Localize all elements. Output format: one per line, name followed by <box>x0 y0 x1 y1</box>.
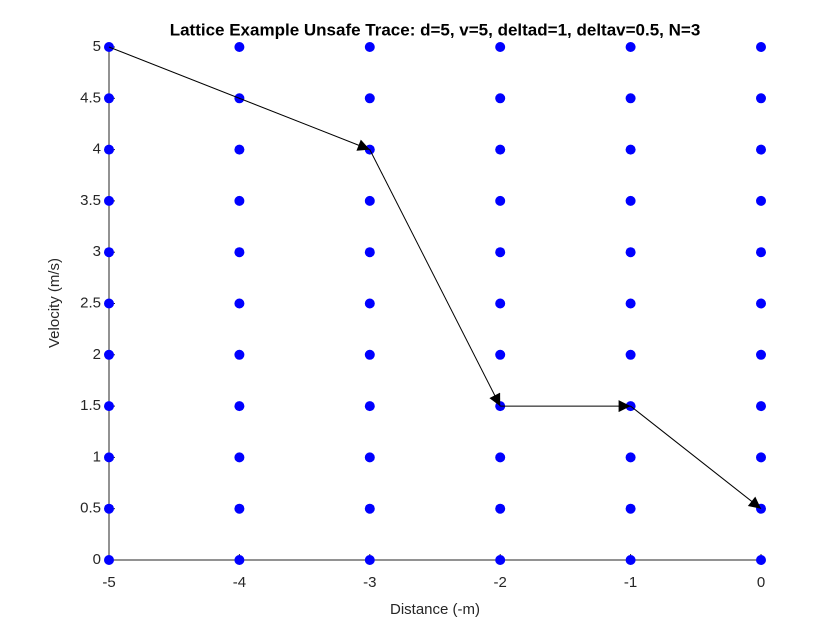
lattice-point <box>495 247 506 258</box>
y-tick-label: 0.5 <box>80 500 101 517</box>
y-tick-label: 4.5 <box>80 89 101 106</box>
lattice-point <box>104 195 114 206</box>
lattice-point <box>756 452 766 463</box>
lattice-point <box>234 555 245 565</box>
x-tick-label: -2 <box>494 574 507 591</box>
lattice-point <box>756 42 766 52</box>
lattice-point <box>104 452 114 463</box>
lattice-point <box>756 247 766 258</box>
lattice-point <box>364 93 375 104</box>
lattice-point <box>625 144 636 155</box>
lattice-point <box>495 42 506 52</box>
lattice-point <box>625 452 636 463</box>
x-tick-label: -3 <box>363 574 376 591</box>
lattice-point <box>364 195 375 206</box>
lattice-point <box>364 503 375 514</box>
lattice-point <box>364 247 375 258</box>
lattice-point <box>234 144 245 155</box>
y-tick-label: 2.5 <box>80 294 101 311</box>
lattice-point <box>234 503 245 514</box>
lattice-point <box>495 349 506 360</box>
x-tick-label: -1 <box>624 574 637 591</box>
lattice-point <box>756 195 766 206</box>
lattice-point <box>234 247 245 258</box>
lattice-point <box>364 452 375 463</box>
lattice-point <box>756 93 766 104</box>
lattice-point <box>495 503 506 514</box>
lattice-point <box>234 195 245 206</box>
x-axis-label: Distance (-m) <box>390 601 480 618</box>
lattice-point <box>234 42 245 52</box>
x-tick-label: -5 <box>102 574 115 591</box>
lattice-point <box>234 298 245 309</box>
y-tick-label: 5 <box>93 38 101 55</box>
lattice-point <box>756 349 766 360</box>
lattice-point <box>364 42 375 52</box>
lattice-point <box>104 93 114 104</box>
y-tick-label: 1 <box>93 448 101 465</box>
chart-title: Lattice Example Unsafe Trace: d=5, v=5, … <box>170 20 701 39</box>
lattice-point <box>104 555 114 565</box>
lattice-point <box>104 247 114 258</box>
lattice-point <box>364 555 375 565</box>
lattice-point <box>234 452 245 463</box>
lattice-point <box>495 144 506 155</box>
lattice-point <box>495 298 506 309</box>
lattice-point <box>104 144 114 155</box>
y-tick-label: 3.5 <box>80 192 101 209</box>
lattice-point <box>625 247 636 258</box>
lattice-point <box>625 503 636 514</box>
lattice-point <box>104 401 114 412</box>
lattice-point <box>756 401 766 412</box>
y-axis-label: Velocity (m/s) <box>46 258 63 348</box>
trace-arrow <box>630 405 762 510</box>
y-tick-label: 3 <box>93 243 101 260</box>
x-tick-label: 0 <box>757 574 765 591</box>
lattice-point <box>104 349 114 360</box>
lattice-point <box>625 555 636 565</box>
lattice-point <box>104 298 114 309</box>
lattice-point <box>104 503 114 514</box>
lattice-point <box>495 555 506 565</box>
trace-arrow <box>108 46 370 151</box>
lattice-point <box>625 195 636 206</box>
lattice-point <box>625 298 636 309</box>
lattice-point <box>234 401 245 412</box>
lattice-point <box>364 401 375 412</box>
lattice-point <box>756 144 766 155</box>
lattice-point <box>756 555 766 565</box>
y-tick-label: 2 <box>93 346 101 363</box>
y-tick-label: 1.5 <box>80 397 101 414</box>
y-tick-label: 4 <box>93 141 101 158</box>
lattice-point <box>625 42 636 52</box>
lattice-point <box>234 349 245 360</box>
lattice-point <box>364 349 375 360</box>
lattice-point <box>495 93 506 104</box>
lattice-point <box>495 452 506 463</box>
trace-arrow <box>369 149 501 407</box>
lattice-point <box>495 195 506 206</box>
x-tick-label: -4 <box>233 574 246 591</box>
lattice-point <box>625 349 636 360</box>
lattice-point <box>364 298 375 309</box>
lattice-point <box>756 298 766 309</box>
y-tick-label: 0 <box>93 551 101 568</box>
lattice-point <box>625 93 636 104</box>
